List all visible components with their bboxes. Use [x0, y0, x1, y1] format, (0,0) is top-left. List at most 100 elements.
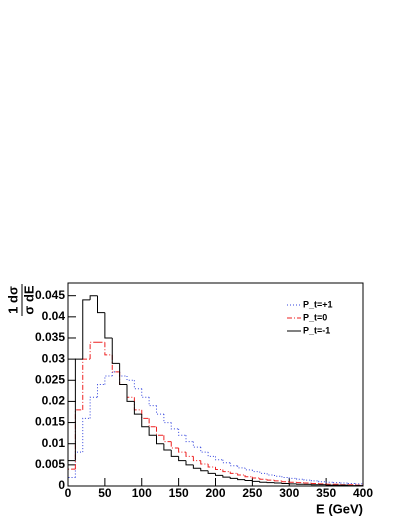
histogram-step — [82, 417, 91, 453]
histogram-step — [215, 456, 223, 461]
histogram-step — [266, 479, 275, 481]
histogram-step — [259, 481, 268, 483]
y-tick-label: 0.005 — [35, 457, 65, 471]
histogram-step — [104, 375, 113, 385]
histogram-step — [156, 405, 164, 415]
histogram-step — [222, 459, 231, 464]
histogram-step — [310, 480, 319, 482]
histogram-step — [119, 371, 127, 377]
histogram-step — [97, 384, 105, 398]
histogram-step — [185, 435, 194, 443]
histogram-step — [148, 426, 157, 436]
histogram-step — [82, 299, 91, 360]
histogram-step — [281, 476, 290, 479]
histogram-step — [156, 435, 164, 445]
histogram-step — [133, 397, 142, 411]
histogram-step — [281, 480, 290, 483]
histogram-step — [111, 354, 120, 373]
histogram-step — [192, 441, 201, 448]
histogram-step — [74, 358, 83, 461]
y-tick-label: 0.045 — [35, 288, 65, 302]
histogram-step — [97, 295, 105, 314]
histogram-step — [178, 447, 186, 453]
y-tick-label: 0.02 — [42, 394, 66, 408]
histogram-step — [126, 384, 135, 398]
histogram-step — [274, 475, 282, 477]
histogram-step — [303, 479, 312, 481]
histogram-step — [111, 337, 120, 364]
histogram-step — [89, 295, 98, 300]
histogram-step — [237, 465, 245, 469]
y-tick-label: 0 — [58, 478, 65, 492]
histogram-step — [74, 409, 83, 470]
histogram-step — [170, 441, 179, 449]
y-label-denominator: σ dE — [21, 285, 36, 314]
x-tick-label: 200 — [205, 486, 225, 500]
histogram-step — [200, 447, 209, 453]
histogram-step — [178, 428, 186, 436]
histogram-step — [104, 312, 113, 339]
x-tick-label: 400 — [353, 486, 373, 500]
histogram-step — [148, 397, 157, 407]
histogram-step — [266, 473, 275, 476]
x-tick-label: 100 — [132, 486, 152, 500]
y-tick-label: 0.03 — [42, 351, 66, 365]
histogram-step — [185, 460, 194, 466]
histogram-step — [274, 480, 282, 482]
histogram-step — [74, 451, 83, 478]
histogram-step — [67, 468, 76, 486]
histogram-step — [156, 426, 164, 436]
histogram-step — [133, 380, 142, 390]
histogram-step — [82, 358, 91, 410]
histogram-step — [200, 468, 209, 472]
histogram-step — [170, 450, 179, 457]
histogram-step — [141, 414, 150, 428]
histogram-step — [251, 476, 260, 479]
histogram-step — [163, 443, 172, 451]
y-tick-label: 0.04 — [42, 309, 66, 323]
legend-label: P_t=-1 — [303, 325, 330, 335]
y-tick-label: 0.025 — [35, 372, 65, 386]
histogram-step — [237, 478, 245, 481]
histogram-step — [207, 470, 216, 474]
y-label-numerator: 1 dσ — [5, 286, 20, 314]
histogram-step — [244, 479, 253, 482]
x-tick-label: 300 — [279, 486, 299, 500]
y-tick-label: 0.01 — [42, 436, 66, 450]
histogram-step — [133, 401, 142, 415]
y-axis-label: 1 dσ σ dE — [5, 284, 36, 316]
y-tick-label: 0.035 — [35, 330, 65, 344]
histogram-step — [222, 475, 231, 478]
histogram-step — [215, 466, 223, 471]
histogram-step — [229, 462, 238, 467]
histogram-step — [296, 478, 304, 480]
histogram-step — [126, 376, 135, 381]
histogram-step — [126, 384, 135, 402]
histogram-step — [141, 409, 150, 419]
x-tick-label: 50 — [98, 486, 112, 500]
x-tick-label: 150 — [169, 486, 189, 500]
histogram-step — [207, 452, 216, 457]
histogram-step — [229, 471, 238, 474]
histogram-step — [222, 469, 231, 473]
histogram-step — [148, 418, 157, 428]
histogram-step — [318, 480, 327, 483]
histogram-step — [89, 341, 98, 360]
histogram-step — [251, 469, 260, 473]
histogram-step — [104, 342, 113, 356]
legend-label: P_t=0 — [303, 312, 327, 322]
histogram-step — [251, 480, 260, 482]
histogram-step — [215, 473, 223, 476]
histogram-step — [200, 460, 209, 465]
x-tick-label: 0 — [65, 486, 72, 500]
histogram-step — [288, 477, 297, 479]
histogram-step — [178, 456, 186, 462]
histogram-step — [229, 477, 238, 479]
x-tick-label: 350 — [316, 486, 336, 500]
histogram-step — [185, 452, 194, 457]
histogram-step — [170, 422, 179, 430]
histogram-step — [67, 460, 76, 486]
y-tick-label: 0.015 — [35, 415, 65, 429]
histogram-step — [237, 473, 245, 476]
